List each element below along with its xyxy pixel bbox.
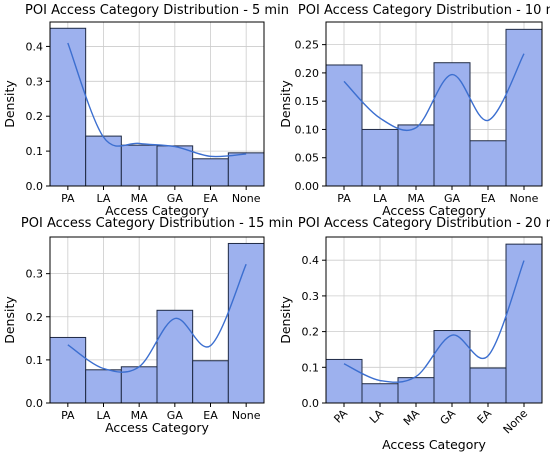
x-tick-label: EA (203, 192, 218, 205)
bar-GA (156, 145, 194, 187)
bar-PA (49, 27, 87, 187)
bar-LA (85, 369, 122, 404)
y-axis-label: Density (278, 296, 293, 344)
bar-None (505, 243, 543, 404)
x-tick-label: EA (481, 192, 496, 205)
x-axis-label: Access Category (105, 203, 209, 218)
bar-LA (361, 128, 399, 187)
x-tick-label: PA (61, 409, 75, 422)
y-tick-label: 0.0 (26, 180, 44, 193)
x-tick-label: None (510, 192, 539, 205)
y-tick-label: 0.4 (26, 40, 44, 53)
x-tick-label: EA (475, 407, 495, 427)
y-tick-label: 0.3 (26, 75, 44, 88)
bar-None (227, 152, 265, 187)
x-tick-label: LA (97, 409, 111, 422)
y-tick-label: 0.25 (295, 39, 320, 52)
y-axis-label: Density (2, 80, 17, 128)
x-tick-label: PA (337, 192, 351, 205)
y-tick-label: 0.3 (302, 290, 320, 303)
plot-frame (49, 21, 265, 187)
bar-GA (156, 309, 194, 404)
y-tick-label: 0.00 (295, 180, 320, 193)
x-tick-label: EA (203, 409, 218, 422)
x-tick-label: MA (131, 409, 148, 422)
y-tick-label: 0.05 (295, 152, 320, 165)
x-tick-label: MA (131, 192, 148, 205)
kde-line (343, 53, 525, 132)
plot-frame (49, 236, 265, 404)
bar-PA (325, 64, 363, 187)
bar-None (227, 242, 265, 404)
y-tick-label: 0.0 (26, 397, 44, 410)
x-tick-label: None (232, 192, 261, 205)
panel-2: 0.00 0.05 0.10 0.15 0.20 0.25 PA LA MA GA EA None PO… (278, 3, 550, 218)
x-tick-label: LA (97, 192, 111, 205)
x-tick-label: None (501, 407, 531, 437)
y-axis-label: Density (2, 296, 17, 344)
kde-line (67, 42, 247, 158)
x-tick-label: LA (373, 192, 387, 205)
x-tick-label: LA (367, 407, 386, 426)
bar-EA (192, 158, 229, 187)
chart-title: POI Access Category Distribution - 10 mi… (298, 3, 550, 18)
y-tick-label: 0.2 (302, 326, 320, 339)
plot-frame (325, 236, 543, 404)
y-tick-label: 0.1 (302, 361, 320, 374)
x-tick-label: GA (167, 192, 184, 205)
bar-EA (469, 140, 507, 187)
bar-MA (120, 366, 158, 404)
x-tick-label: PA (331, 407, 350, 426)
bar-EA (192, 360, 229, 404)
chart-title: POI Access Category Distribution - 15 mi… (21, 216, 293, 231)
x-tick-label: PA (61, 192, 75, 205)
x-axis-label: Access Category (105, 420, 209, 435)
y-tick-label: 0.1 (26, 354, 44, 367)
panel-1: 0.0 0.1 0.2 0.3 0.4 PA LA MA GA EA None POI Access … (2, 3, 289, 218)
panel-3: 0.0 0.1 0.2 0.3 PA LA MA GA EA None POI Access Cat… (2, 216, 293, 435)
y-tick-label: 0.15 (295, 95, 320, 108)
chart-title: POI Access Category Distribution - 5 min (25, 3, 289, 18)
y-tick-label: 0.3 (26, 268, 44, 281)
kde-line (67, 263, 247, 373)
panel-4: 0.0 0.1 0.2 0.3 0.4 PA LA MA GA EA None POI Access … (278, 216, 550, 452)
kde-line (343, 260, 525, 383)
plot-frame (325, 21, 543, 187)
bar-MA (397, 124, 435, 187)
x-tick-label: MA (407, 192, 424, 205)
bar-GA (433, 330, 471, 404)
bar-LA (361, 383, 399, 404)
bar-GA (433, 62, 471, 187)
x-tick-label: None (232, 409, 261, 422)
bar-PA (325, 358, 363, 404)
bar-LA (85, 135, 122, 187)
chart-title: POI Access Category Distribution - 20 mi… (298, 216, 550, 231)
y-tick-label: 0.0 (302, 397, 320, 410)
y-tick-label: 0.2 (26, 110, 44, 123)
x-tick-label: GA (444, 192, 461, 205)
bar-MA (120, 144, 158, 187)
y-tick-label: 0.20 (295, 67, 320, 80)
x-tick-label: MA (401, 407, 423, 429)
x-axis-label: Access Category (382, 437, 486, 452)
y-tick-label: 0.10 (295, 123, 320, 136)
y-axis-label: Density (278, 80, 293, 128)
x-axis-label: Access Category (382, 203, 486, 218)
y-tick-label: 0.1 (26, 145, 44, 158)
bar-EA (469, 367, 507, 404)
x-tick-label: GA (167, 409, 184, 422)
y-tick-label: 0.2 (26, 311, 44, 324)
bar-PA (49, 336, 87, 404)
y-tick-label: 0.4 (302, 254, 320, 267)
bar-None (505, 28, 543, 187)
x-tick-label: GA (438, 407, 459, 428)
